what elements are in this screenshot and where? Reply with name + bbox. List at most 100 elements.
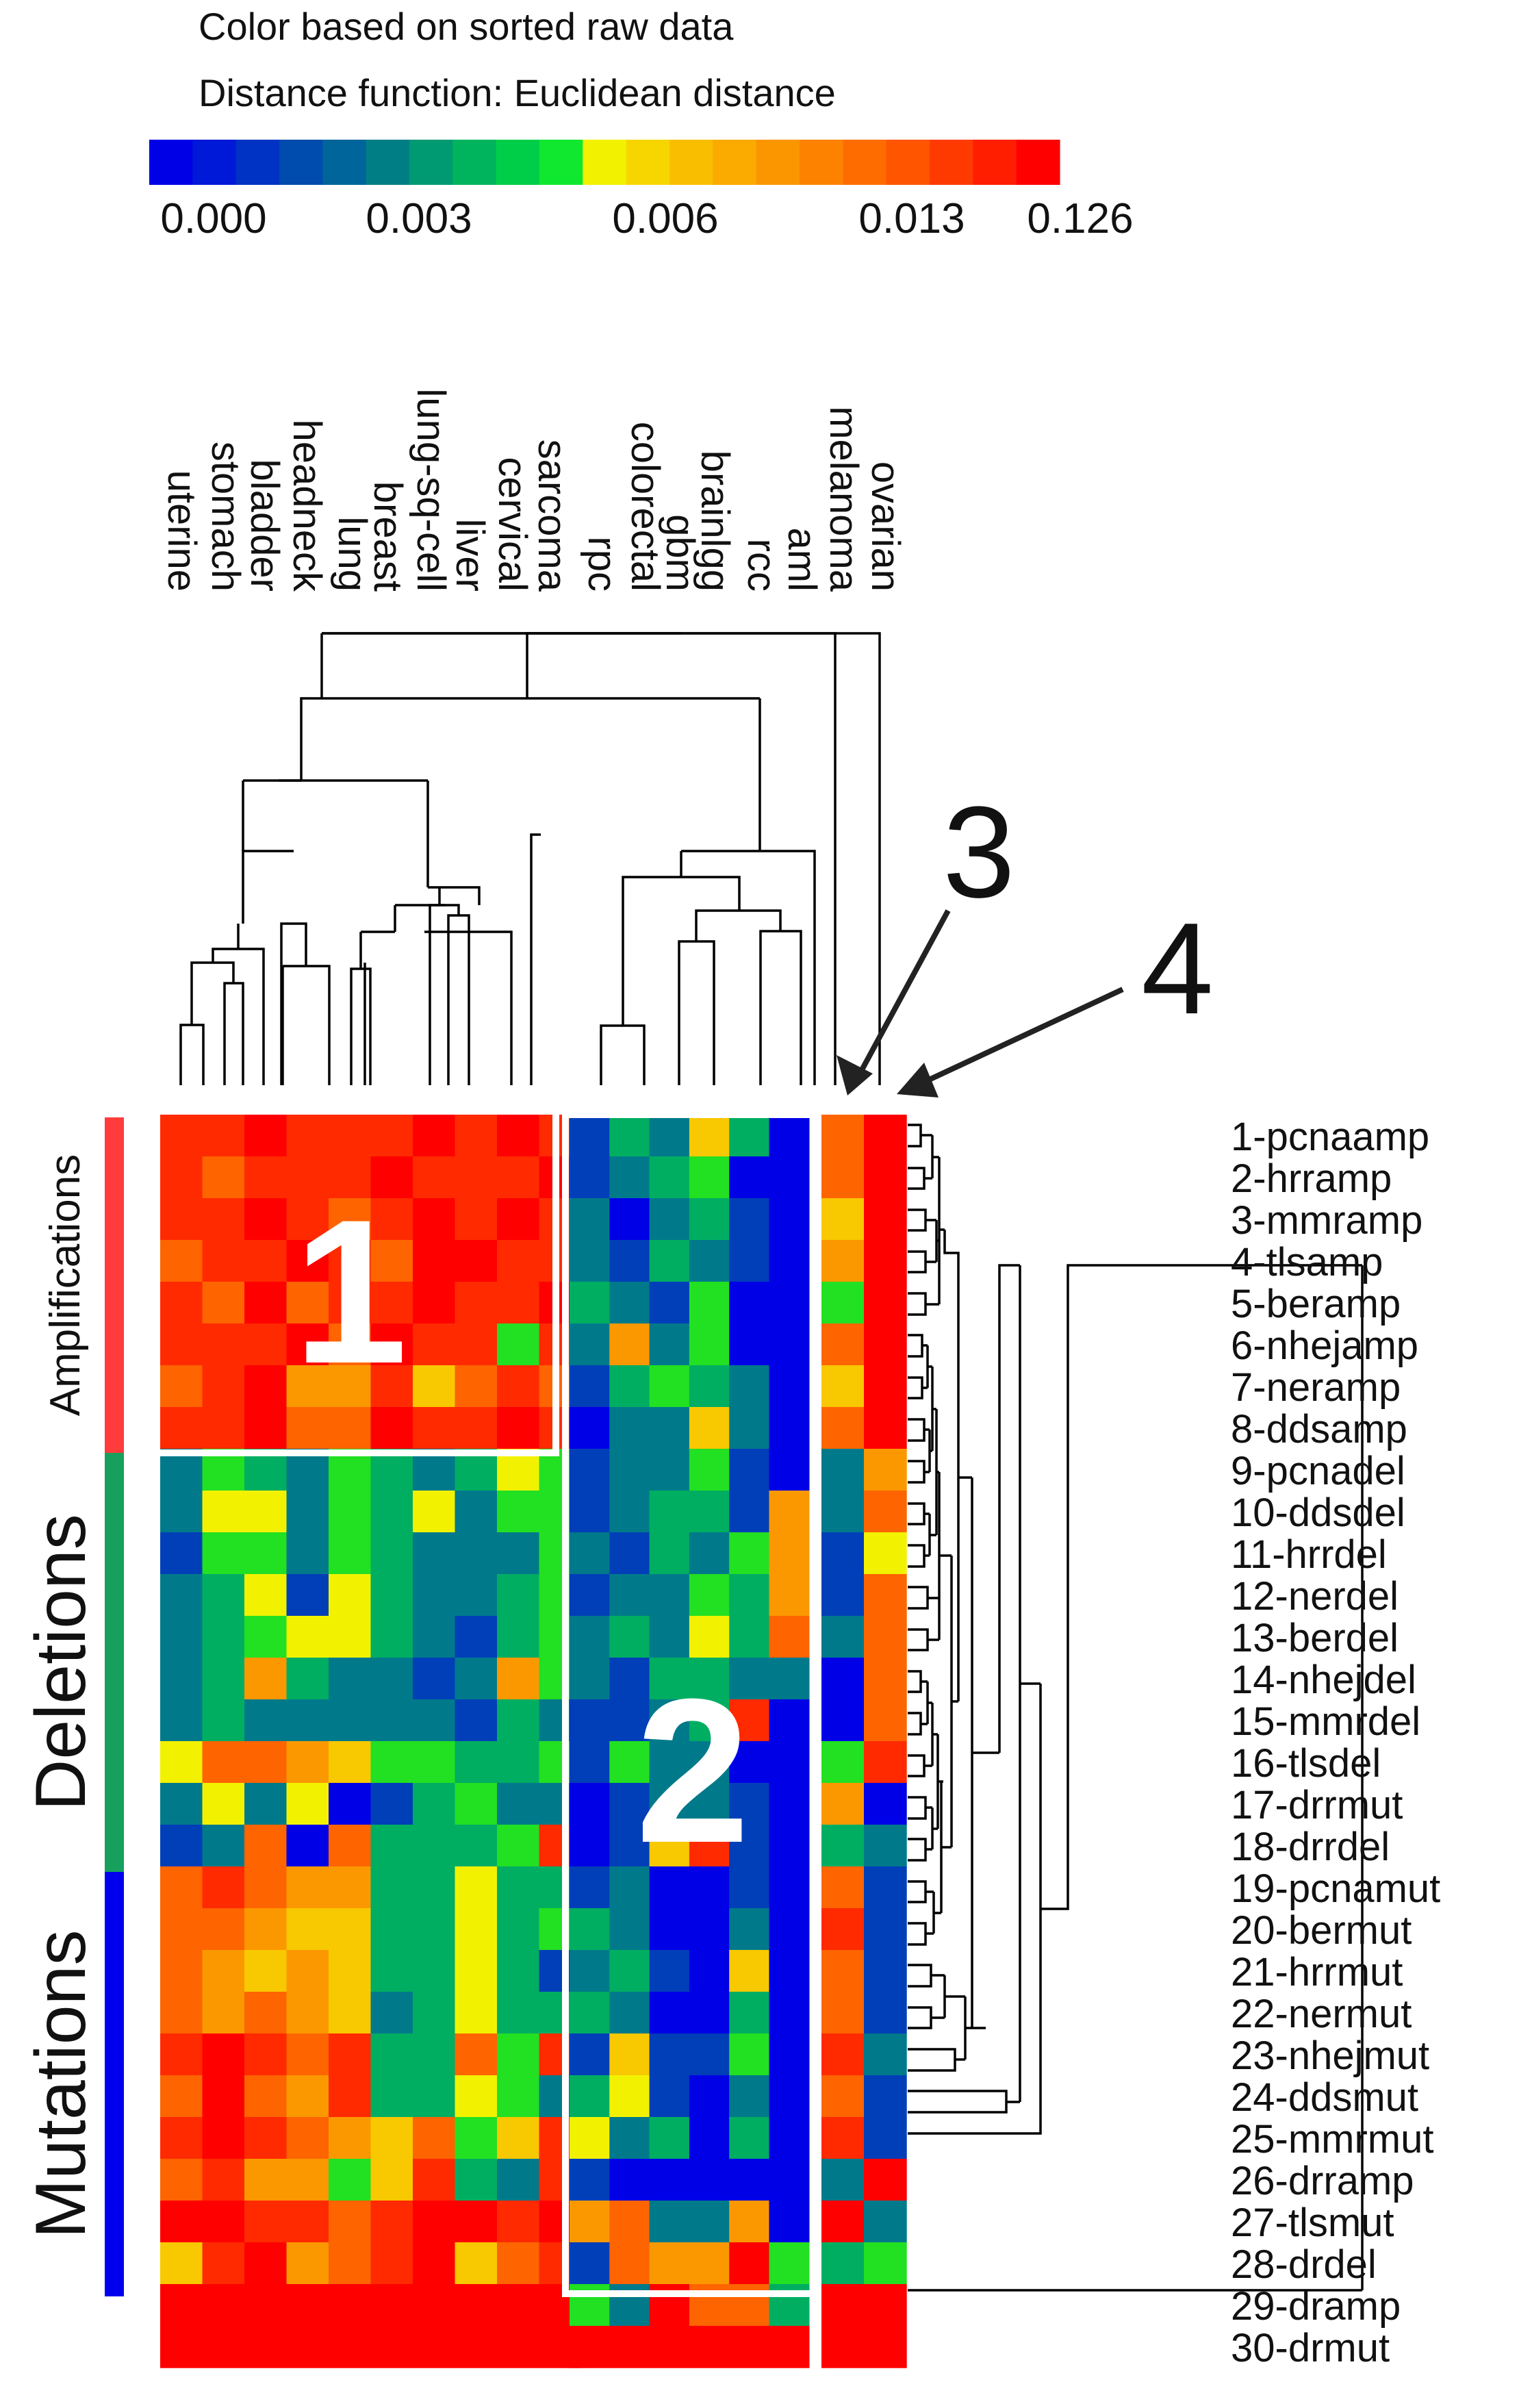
heatmap-cell: 3-mmramp / brainlgg: [689, 1198, 730, 1241]
heatmap-cell: 18-drrdel / rpc: [570, 1825, 610, 1867]
row-dendro-branch: [908, 1922, 934, 1946]
heatmap-cell: 28-drdel / melanoma: [821, 2242, 865, 2285]
heatmap-cell: 1-pcnaamp / rpc: [570, 1115, 610, 1157]
heatmap-cell: 26-drramp / breast: [370, 2159, 413, 2201]
heatmap-cell: 12-nerdel / liver: [455, 1574, 498, 1617]
heatmap-cell: 2-hrramp / lung-sq-cell: [413, 1156, 456, 1199]
heatmap-cell: 22-nermut / lung-sq-cell: [413, 1992, 456, 2034]
heatmap-cell: 17-drrmut / uterine: [160, 1783, 203, 1825]
heatmap-cell: 11-hrrdel / cervical: [497, 1532, 540, 1575]
legend-tick-2: 0.006: [612, 195, 718, 242]
legend-swatch: [843, 140, 887, 185]
heatmap-cell: 18-drrdel / uterine: [160, 1825, 203, 1867]
heatmap-cell: 8-ddsamp / colorectal: [609, 1407, 650, 1449]
heatmap-cell: 12-nerdel / rcc: [729, 1574, 770, 1617]
legend-swatch: [1016, 140, 1060, 185]
heatmap-cell: 22-nermut / headneck: [286, 1992, 329, 2034]
row-dendrogram: [908, 1124, 1364, 2292]
heatmap-cell: 29-dramp / ovarian: [864, 2284, 907, 2327]
heatmap-cell: 21-hrrmut / headneck: [286, 1950, 329, 1992]
block-1-outline: [153, 1102, 559, 1456]
heatmap-cell: 22-nermut / melanoma: [821, 1992, 865, 2034]
heatmap-cell: 14-nhejdel / uterine: [160, 1658, 203, 1700]
heatmap-cell: 11-hrrdel / rpc: [570, 1532, 610, 1575]
heatmap-cell: 1-pcnaamp / breast: [370, 1115, 413, 1157]
heatmap-cell: 15-mmrdel / uterine: [160, 1699, 203, 1742]
heatmap-cell: 2-hrramp / rpc: [570, 1156, 610, 1199]
heatmap-cell: 20-bermut / stomach: [202, 1908, 245, 1951]
heatmap-cell: 9-pcnadel / gbm: [649, 1449, 690, 1491]
legend-swatch: [279, 140, 323, 185]
heatmap-cell: 25-mmrmut / uterine: [160, 2117, 203, 2159]
heatmap-cell: 9-pcnadel / melanoma: [821, 1449, 865, 1491]
heatmap-cell: 24-ddsmut / colorectal: [609, 2075, 650, 2118]
heatmap-cell: 19-pcnamut / liver: [455, 1866, 498, 1909]
heatmap-cell: 16-tlsdel / aml: [769, 1741, 810, 1784]
heatmap-cell: 30-drmut / rcc: [729, 2326, 770, 2368]
heatmap-cell: 6-nhejamp / headneck: [286, 1323, 329, 1366]
heatmap-cell: 18-drrdel / rcc: [729, 1825, 770, 1867]
heatmap-cell: 10-ddsdel / melanoma: [821, 1491, 865, 1533]
column-label: rcc: [739, 539, 784, 592]
legend-title: Color based on sorted raw data: [199, 5, 734, 48]
col-dendro-branch: [277, 779, 301, 782]
legend-swatch: [626, 140, 670, 185]
heatmap-cell: 26-drramp / uterine: [160, 2159, 203, 2201]
row-label: 25-mmrmut: [1231, 2117, 1433, 2162]
heatmap-cell: 15-mmrdel / ovarian: [864, 1699, 907, 1742]
heatmap-cell: 7-neramp / cervical: [497, 1365, 540, 1408]
row-dendro-branch: [908, 1334, 928, 1358]
arrow-heads: [837, 1055, 939, 1098]
heatmap-cell: 6-nhejamp / ovarian: [864, 1323, 907, 1366]
heatmap-cell: 3-mmramp / ovarian: [864, 1198, 907, 1241]
row-label: 21-hrrmut: [1231, 1950, 1403, 1994]
column-label: rpc: [580, 536, 624, 592]
heatmap-cell: 30-drmut / uterine: [160, 2326, 203, 2368]
heatmap-cell: 28-drdel / rcc: [729, 2242, 770, 2285]
heatmap-cell: 8-ddsamp / rcc: [729, 1407, 770, 1449]
heatmap-cell: 24-ddsmut / rcc: [729, 2075, 770, 2118]
heatmap-cell: 8-ddsamp / brainlgg: [689, 1407, 730, 1449]
heatmap-cell: 10-ddsdel / rpc: [570, 1491, 610, 1533]
legend-subtitle: Distance function: Euclidean distance: [199, 71, 836, 114]
heatmap-cell: 23-nhejmut / lung: [329, 2033, 372, 2076]
heatmap-cell: 26-drramp / liver: [455, 2159, 498, 2201]
heatmap-cell: 9-pcnadel / ovarian: [864, 1449, 907, 1491]
row-label: 30-drmut: [1231, 2326, 1390, 2370]
heatmap-cell: 27-tlsmut / ovarian: [864, 2201, 907, 2243]
heatmap-cell: 28-drdel / lung-sq-cell: [413, 2242, 456, 2285]
heatmap-cell: 16-tlsdel / breast: [370, 1741, 413, 1784]
heatmap-cell: 12-nerdel / rpc: [570, 1574, 610, 1617]
heatmap-cell: 10-ddsdel / breast: [370, 1491, 413, 1533]
heatmap-cell: 22-nermut / bladder: [244, 1992, 288, 2034]
heatmap-cell: 22-nermut / cervical: [497, 1992, 540, 2034]
heatmap-cell: 6-nhejamp / rcc: [729, 1323, 770, 1366]
heatmap-cell: 4-tlsamp / cervical: [497, 1240, 540, 1282]
heatmap-cell: 24-ddsmut / brainlgg: [689, 2075, 730, 2118]
heatmap-cell: 12-nerdel / lung-sq-cell: [413, 1574, 456, 1617]
arrow-3-head: [837, 1055, 873, 1095]
heatmap-cell: 15-mmrdel / aml: [769, 1699, 810, 1742]
heatmap-cell: 18-drrdel / gbm: [649, 1825, 690, 1867]
legend-swatch: [930, 140, 973, 185]
heatmap-cell: 14-nhejdel / lung: [329, 1658, 372, 1700]
heatmap-cell: 8-ddsamp / stomach: [202, 1407, 245, 1449]
heatmap-cell: 25-mmrmut / rcc: [729, 2117, 770, 2159]
heatmap-cell: 3-mmramp / colorectal: [609, 1198, 650, 1241]
heatmap-cell: 6-nhejamp / stomach: [202, 1323, 245, 1366]
heatmap-cell: 23-nhejmut / brainlgg: [689, 2033, 730, 2076]
heatmap-cell: 3-mmramp / stomach: [202, 1198, 245, 1241]
heatmap-cell: 20-bermut / brainlgg: [689, 1908, 730, 1951]
heatmap-cell: 10-ddsdel / headneck: [286, 1491, 329, 1533]
heatmap-cell: 26-drramp / colorectal: [609, 2159, 650, 2201]
heatmap-cell: 10-ddsdel / stomach: [202, 1491, 245, 1533]
heatmap-cell: 23-nhejmut / cervical: [497, 2033, 540, 2076]
heatmap-cell: 24-ddsmut / lung-sq-cell: [413, 2075, 456, 2118]
heatmap-cell: 26-drramp / bladder: [244, 2159, 288, 2201]
heatmap-cell: 2-hrramp / lung: [329, 1156, 372, 1199]
heatmap-cell: 11-hrrdel / brainlgg: [689, 1532, 730, 1575]
heatmap-cell: 18-drrdel / stomach: [202, 1825, 245, 1867]
heatmap-cell: 11-hrrdel / melanoma: [821, 1532, 865, 1575]
column-label: stomach: [203, 442, 248, 592]
heatmap-cell: 28-drdel / aml: [769, 2242, 810, 2285]
